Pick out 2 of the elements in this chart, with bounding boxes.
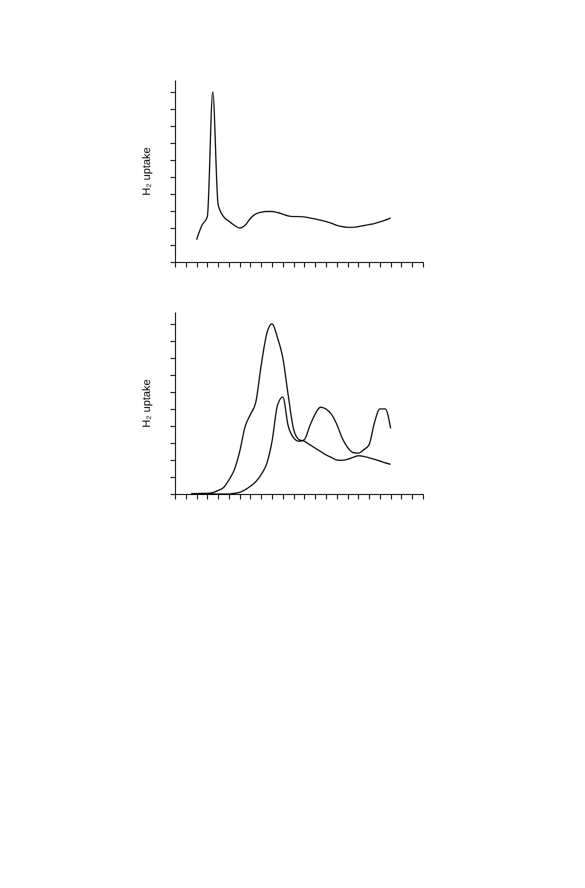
y-axis-title: H₂ uptake [141,147,153,196]
y-axis-title: H₂ uptake [141,379,153,428]
